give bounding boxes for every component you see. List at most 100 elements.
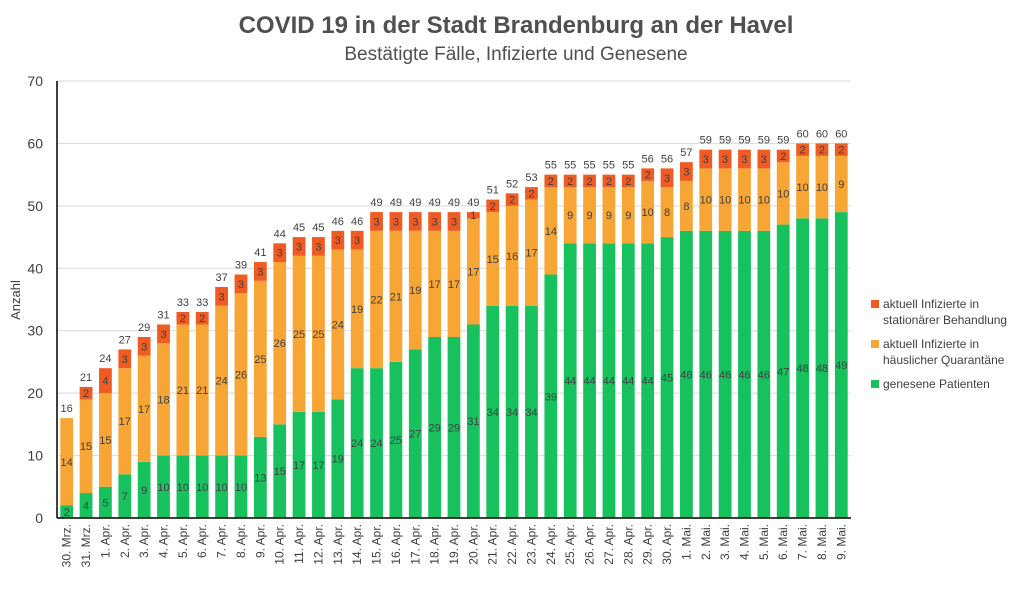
bar-segment xyxy=(544,274,558,518)
x-tick-label: 4. Apr. xyxy=(157,524,171,558)
data-label: 34 xyxy=(506,407,518,419)
data-label: 15 xyxy=(99,435,111,447)
x-tick-label: 9. Apr. xyxy=(253,524,267,558)
total-label: 33 xyxy=(177,297,189,309)
bar-segment xyxy=(796,155,809,219)
data-label: 10 xyxy=(796,182,808,194)
total-label: 46 xyxy=(351,216,363,228)
legend-label: aktuell Infizierte in stationärer Behandl… xyxy=(883,297,1007,327)
data-label: 25 xyxy=(293,329,305,341)
bar-segment xyxy=(215,455,229,518)
x-axis-tick-labels: 30. Mrz. 31. Mrz. 1. Apr. 2. Apr. 3. Apr. 4. … xyxy=(60,524,849,567)
data-label: 19 xyxy=(409,285,421,297)
data-label: 44 xyxy=(564,376,576,388)
data-label: 3 xyxy=(238,279,244,291)
data-label: 10 xyxy=(196,482,208,494)
data-label: 9 xyxy=(586,210,592,222)
total-label: 33 xyxy=(196,297,208,309)
bar-segment xyxy=(486,305,500,518)
total-label: 29 xyxy=(138,322,150,334)
bar-segment xyxy=(796,143,809,156)
bar-segment xyxy=(273,243,287,263)
bar-segment xyxy=(408,349,422,518)
data-label: 2 xyxy=(199,313,205,325)
bar-segment xyxy=(389,230,403,362)
bar-segment xyxy=(776,162,790,225)
total-label: 16 xyxy=(61,403,73,415)
x-tick-label: 8. Apr. xyxy=(234,524,248,558)
x-tick-label: 1. Apr. xyxy=(98,524,112,558)
data-label: 17 xyxy=(525,248,537,260)
bars: 2141641522151542471732791732910183311021… xyxy=(60,128,848,519)
data-label: 17 xyxy=(138,404,150,416)
bar-segment xyxy=(679,180,693,231)
bar-segment xyxy=(563,174,577,188)
data-label: 4 xyxy=(83,501,89,513)
bar-segment xyxy=(699,168,713,231)
bar-segment xyxy=(312,411,325,518)
x-tick-label: 6. Apr. xyxy=(195,524,209,558)
data-label: 3 xyxy=(315,241,321,253)
x-tick-label: 17. Apr. xyxy=(408,524,422,565)
data-label: 24 xyxy=(351,438,363,450)
data-label: 45 xyxy=(661,373,673,385)
total-label: 55 xyxy=(603,160,615,172)
x-tick-label: 23. Apr. xyxy=(524,524,538,565)
bar-segment xyxy=(447,212,461,231)
data-label: 39 xyxy=(545,391,557,403)
chart-title: COVID 19 in der Stadt Brandenburg an der… xyxy=(239,12,794,39)
bar-segment xyxy=(215,287,229,306)
y-tick-label: 0 xyxy=(35,510,43,526)
data-label: 10 xyxy=(177,482,189,494)
x-tick-label: 11. Apr. xyxy=(292,524,306,564)
data-label: 9 xyxy=(606,210,612,222)
bar-segment xyxy=(176,311,190,325)
total-label: 56 xyxy=(661,153,673,165)
data-label: 34 xyxy=(487,407,499,419)
x-tick-label: 31. Mrz. xyxy=(79,524,93,567)
bar-segment xyxy=(621,243,635,519)
data-label: 3 xyxy=(122,354,128,366)
bar-segment xyxy=(195,455,209,518)
legend-label: aktuell Infizierte in häuslicher Quarantä… xyxy=(883,337,1005,367)
bar-segment xyxy=(253,436,267,518)
bar-segment xyxy=(118,349,132,369)
data-label: 29 xyxy=(429,422,441,434)
bar-segment xyxy=(776,149,790,163)
bar-segment xyxy=(776,224,790,519)
total-label: 27 xyxy=(119,334,131,346)
bar-segment xyxy=(447,230,461,337)
bar-segment xyxy=(602,187,616,244)
bar-segment xyxy=(718,149,732,169)
bar-segment xyxy=(621,187,635,244)
data-label: 25 xyxy=(312,329,324,341)
data-label: 24 xyxy=(332,319,344,331)
bar-segment xyxy=(815,143,829,156)
x-tick-label: 25. Apr. xyxy=(563,524,577,565)
data-label: 10 xyxy=(777,188,789,200)
data-label: 46 xyxy=(738,369,750,381)
bar-segment xyxy=(738,230,751,519)
data-label: 5 xyxy=(102,497,108,509)
data-label: 8 xyxy=(664,207,670,219)
x-tick-label: 7. Mai. xyxy=(796,524,810,560)
bar-segment xyxy=(815,155,829,219)
bar-segment xyxy=(79,386,93,400)
bar-segment xyxy=(234,274,248,294)
x-tick-label: 21. Apr. xyxy=(486,524,500,565)
bar-segment xyxy=(641,168,655,181)
total-label: 60 xyxy=(835,128,847,140)
data-label: 2 xyxy=(586,176,592,188)
bar-segment xyxy=(292,411,306,518)
data-label: 24 xyxy=(370,438,382,450)
bar-segment xyxy=(389,361,403,518)
x-tick-label: 6. Mai. xyxy=(776,524,790,560)
bar-segment xyxy=(621,174,635,188)
data-label: 1 xyxy=(470,210,476,222)
total-label: 49 xyxy=(467,197,479,209)
data-label: 24 xyxy=(215,376,227,388)
bar-segment xyxy=(466,212,480,219)
bar-segment xyxy=(486,199,500,213)
y-tick-label: 70 xyxy=(27,73,43,89)
data-label: 2 xyxy=(645,170,651,182)
